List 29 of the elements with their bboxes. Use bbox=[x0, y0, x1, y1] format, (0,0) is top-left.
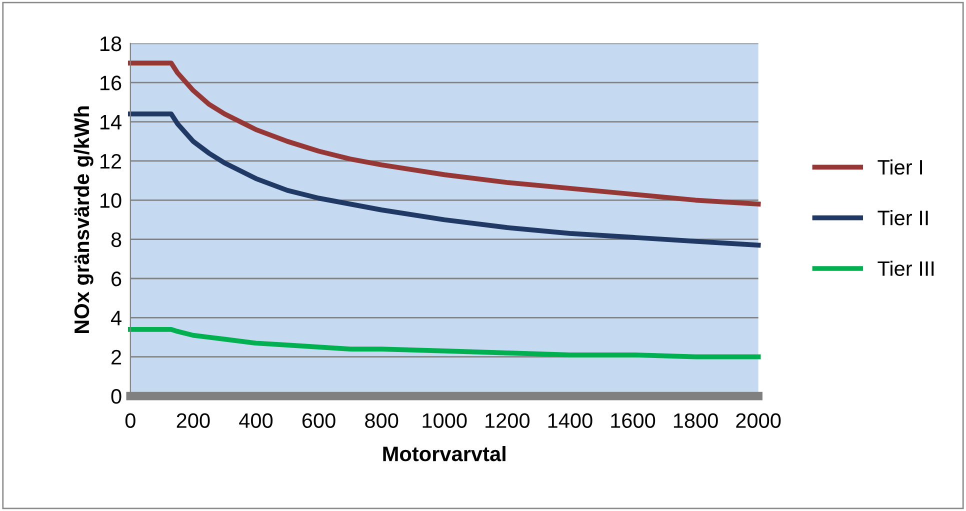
legend-label: Tier I bbox=[878, 159, 922, 175]
y-tick-label: 14 bbox=[100, 115, 122, 130]
x-axis-title: Motorvarvtal bbox=[383, 446, 506, 462]
legend-label: Tier III bbox=[878, 260, 934, 276]
line-series bbox=[128, 112, 761, 248]
y-tick-label: 0 bbox=[111, 389, 122, 404]
x-tick-label: 600 bbox=[302, 413, 336, 428]
x-tick-label: 1200 bbox=[486, 413, 530, 428]
x-tick-label: 2000 bbox=[736, 413, 781, 428]
x-tick-label: 1400 bbox=[548, 413, 592, 428]
x-tick-label: 200 bbox=[176, 413, 210, 428]
x-tick-label: 1600 bbox=[611, 413, 656, 428]
y-tick-label: 8 bbox=[111, 232, 122, 248]
x-tick-label: 800 bbox=[365, 413, 398, 428]
y-tick-label: 18 bbox=[100, 36, 122, 52]
y-tick-label: 12 bbox=[100, 154, 122, 169]
y-axis-title: NOx gränsvärde g/kWh bbox=[74, 106, 94, 333]
x-tick-label: 1800 bbox=[674, 413, 718, 428]
line-series bbox=[128, 326, 761, 360]
x-tick-label: 400 bbox=[239, 413, 273, 428]
line-series bbox=[128, 60, 761, 206]
y-tick-label: 6 bbox=[112, 271, 122, 286]
y-tick-label: 10 bbox=[100, 193, 122, 208]
y-tick-label: 2 bbox=[112, 350, 122, 364]
y-tick-label: 16 bbox=[100, 76, 122, 90]
y-tick-label: 4 bbox=[110, 310, 122, 326]
legend-label: Tier II bbox=[878, 210, 928, 226]
x-tick-label: 0 bbox=[125, 413, 136, 428]
x-tick-label: 1000 bbox=[422, 413, 467, 428]
